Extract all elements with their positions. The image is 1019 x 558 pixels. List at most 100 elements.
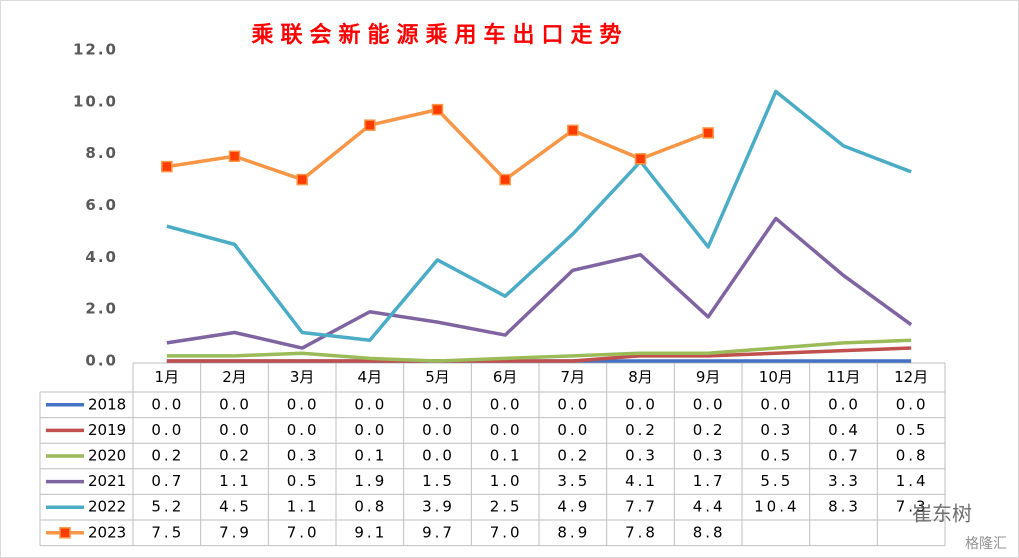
table-value: 0.0 [557, 421, 590, 439]
table-value: 0.0 [422, 447, 455, 465]
table-value: 5.5 [760, 472, 793, 490]
table-value: 7.9 [219, 523, 252, 541]
table-value: 0.7 [828, 447, 861, 465]
table-value: 0.0 [287, 421, 320, 439]
table-value: 1.1 [219, 472, 252, 490]
table-value: 0.0 [219, 395, 252, 413]
series-line [166, 89, 912, 343]
table-value: 5.2 [151, 498, 184, 516]
x-tick-label: 2月 [222, 368, 247, 386]
legend-label: 2019 [88, 421, 126, 439]
table-value: 1.0 [490, 472, 523, 490]
table-value: 0.5 [760, 447, 793, 465]
legend-label: 2020 [88, 447, 126, 465]
table-value: 8.3 [828, 498, 861, 516]
table-value: 7.3 [896, 498, 929, 516]
table-value: 7.7 [625, 498, 658, 516]
legend-marker [59, 527, 71, 539]
table-value: 7.0 [287, 523, 320, 541]
table-value: 0.1 [490, 447, 523, 465]
marker [567, 124, 579, 137]
table-value: 4.9 [557, 498, 590, 516]
legend-label: 2022 [88, 498, 126, 516]
marker [296, 173, 308, 186]
watermark: 格隆汇 [965, 536, 1007, 552]
legend-label: 2023 [88, 523, 126, 541]
marker [634, 153, 647, 165]
table-value: 9.7 [422, 523, 455, 541]
table-value: 0.0 [422, 395, 455, 413]
table-value: 0.3 [625, 447, 658, 465]
table-value: 0.0 [354, 395, 387, 413]
table-value: 0.2 [151, 447, 184, 465]
table-value: 0.0 [287, 395, 320, 413]
series-line [166, 216, 913, 350]
x-tick-label: 5月 [425, 368, 450, 386]
series-line [166, 338, 912, 363]
table-value: 0.1 [354, 447, 387, 465]
table-value: 0.0 [828, 395, 861, 413]
table-value: 0.0 [151, 395, 184, 413]
table-value: 0.0 [219, 421, 252, 439]
y-tick-label: 0.0 [85, 352, 118, 370]
series-line [166, 346, 912, 363]
table-value: 0.0 [151, 421, 184, 439]
chart-title: 乘联会新能源乘用车出口走势 [250, 22, 628, 48]
table-value: 0.2 [693, 421, 726, 439]
table-value: 4.4 [693, 498, 726, 516]
x-tick-label: 7月 [561, 368, 586, 386]
table-value: 0.5 [287, 472, 320, 490]
table-value: 3.3 [828, 472, 861, 490]
table-value: 7.8 [625, 523, 658, 541]
table-value: 3.5 [557, 472, 590, 490]
table-value: 0.7 [151, 472, 184, 490]
table-value: 1.1 [287, 498, 320, 516]
table-value: 7.5 [151, 523, 184, 541]
marker [228, 150, 241, 163]
table-value: 0.3 [287, 447, 320, 465]
table-value: 1.9 [354, 472, 387, 490]
table-value: 0.2 [625, 421, 658, 439]
table-value: 2.5 [490, 498, 523, 516]
table-value: 0.0 [557, 395, 590, 413]
y-tick-label: 10.0 [73, 92, 118, 110]
x-tick-label: 11月 [826, 368, 860, 386]
x-tick-label: 3月 [290, 368, 315, 386]
y-tick-label: 2.0 [85, 300, 118, 318]
legend-label: 2021 [88, 472, 126, 490]
marker [364, 119, 376, 131]
table-value: 0.8 [896, 447, 929, 465]
table-value: 0.0 [354, 421, 387, 439]
table-value: 0.0 [760, 395, 793, 413]
marker [431, 103, 444, 116]
y-tick-label: 8.0 [85, 144, 118, 162]
table-value: 9.1 [354, 523, 387, 541]
table-value: 0.0 [896, 395, 929, 413]
table-value: 1.4 [896, 472, 929, 490]
table-value: 4.1 [625, 472, 658, 490]
x-tick-label: 8月 [628, 368, 653, 386]
table-value: 0.4 [828, 421, 861, 439]
table-value: 8.8 [693, 523, 726, 541]
y-tick-label: 12.0 [73, 41, 118, 59]
marker [702, 127, 714, 139]
marker [499, 173, 511, 186]
x-tick-label: 10月 [759, 368, 793, 386]
table-value: 0.2 [557, 447, 590, 465]
table-value: 8.9 [557, 523, 590, 541]
table-value: 0.0 [422, 421, 455, 439]
table-value: 0.5 [896, 421, 929, 439]
table-value: 1.5 [422, 472, 455, 490]
table-value: 4.5 [219, 498, 252, 516]
y-tick-label: 4.0 [85, 248, 118, 266]
table-value: 7.0 [490, 523, 523, 541]
table-value: 0.8 [354, 498, 387, 516]
table-value: 0.0 [693, 395, 726, 413]
x-tick-label: 4月 [358, 368, 383, 386]
x-tick-label: 9月 [696, 368, 721, 386]
marker [161, 160, 173, 173]
x-tick-label: 1月 [155, 368, 180, 386]
legend-label: 2018 [88, 395, 126, 413]
table-value: 0.2 [219, 447, 252, 465]
table-value: 1.7 [693, 472, 726, 490]
